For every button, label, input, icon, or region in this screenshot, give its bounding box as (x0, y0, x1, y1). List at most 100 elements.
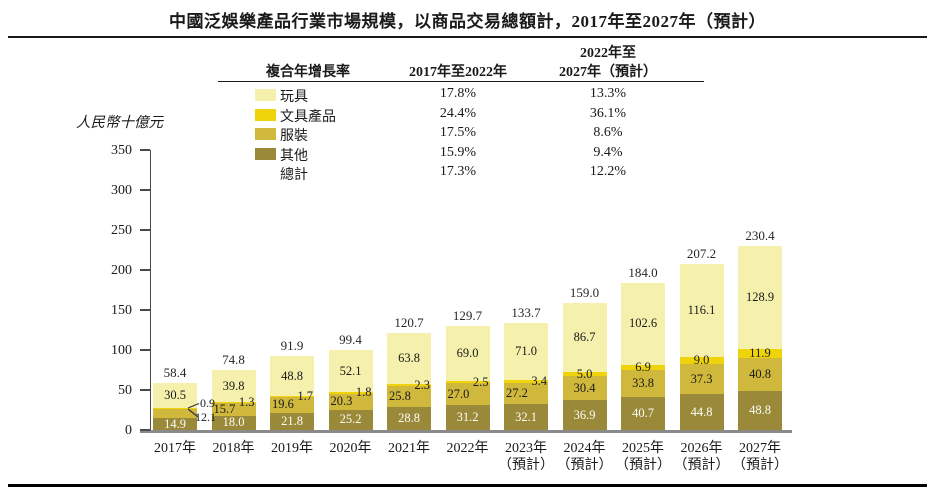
cagr-value-2017-2022: 17.8% (439, 86, 477, 101)
x-category-note: （預計） (498, 458, 554, 473)
legend-swatch (255, 128, 276, 141)
x-category-year: 2020年 (329, 441, 372, 456)
bar-total-label: 133.7 (511, 305, 541, 321)
x-category-label: 2024年 （預計） (546, 440, 624, 474)
x-category-year: 2026年 (680, 441, 723, 456)
cagr-row: 服裝 17.5% 8.6% (218, 125, 704, 144)
segment-value-label: 28.8 (398, 410, 420, 425)
cagr-header-col2: 2017年至2022年 (409, 65, 507, 80)
bar-group: 74.8 18.0 15.7 1.3 39.8 (211, 150, 256, 430)
bar-segment-服裝 (738, 358, 782, 391)
cagr-row-label: 服裝 (280, 129, 308, 145)
bar-segment-服裝 (387, 386, 431, 407)
x-category-label: 2020年 (312, 440, 390, 457)
bar-total-label: 58.4 (163, 365, 187, 381)
x-category-label: 2027年 （預計） (721, 440, 799, 474)
cagr-header-col1: 複合年增長率 (266, 65, 350, 80)
bar-total-label: 184.0 (628, 264, 658, 280)
segment-value-label: 40.7 (632, 406, 654, 421)
segment-value-label: 2.3 (414, 377, 430, 392)
bar-segment-其他 (387, 406, 431, 430)
legend-swatch (255, 108, 276, 121)
bar-segment-文具產品 (679, 357, 724, 365)
bar-segment-玩具 (387, 333, 431, 385)
cagr-row-label: 總計 (280, 168, 308, 184)
bar-segment-服裝 (621, 370, 665, 398)
x-category-year: 2027年 (739, 441, 781, 456)
x-category-year: 2021年 (388, 441, 430, 456)
bar-segment-其他 (738, 390, 782, 430)
bar-segment-其他 (445, 405, 490, 430)
bar-segment-服裝 (445, 383, 490, 406)
y-tick (140, 389, 150, 391)
bar-group: 230.4 48.8 40.8 11.9 128.9 (738, 150, 782, 430)
cagr-header-col3-line1: 2022年至 (580, 46, 636, 61)
segment-value-label: 15.7 (213, 401, 236, 416)
bar-segment-其他 (153, 418, 197, 430)
bar-group: 129.7 31.2 27.0 2.5 69.0 (445, 150, 490, 430)
bar-group: 133.7 32.1 27.2 3.4 71.0 (504, 150, 548, 430)
cagr-value-2017-2022: 17.3% (439, 164, 477, 180)
x-category-label: 2022年 (429, 440, 507, 457)
x-category-year: 2018年 (212, 441, 255, 456)
segment-value-label: 69.0 (456, 346, 479, 361)
segment-value-label: 20.3 (330, 394, 353, 409)
x-category-year: 2023年 (505, 441, 547, 456)
bar-segment-文具產品 (738, 348, 782, 359)
y-tick-label: 250 (111, 222, 132, 238)
bar-total-label: 207.2 (686, 246, 717, 262)
y-axis-unit-label: 人民幣十億元 (76, 115, 163, 131)
segment-value-label: 14.9 (164, 416, 186, 431)
cagr-value-2022-2027: 36.1% (589, 105, 627, 121)
x-category-note: （預計） (732, 458, 788, 473)
x-category-label: 2026年 （預計） (663, 440, 741, 474)
y-tick (140, 349, 150, 351)
bar-segment-文具產品 (153, 407, 197, 409)
y-tick (140, 429, 150, 431)
callout-label-stationery: 0.9 (200, 396, 215, 410)
bar-segment-文具產品 (562, 372, 607, 377)
bottom-divider (8, 484, 927, 487)
y-tick (140, 189, 150, 191)
segment-value-label: 9.0 (693, 353, 710, 368)
segment-value-label: 11.9 (749, 346, 771, 361)
segment-value-label: 1.7 (297, 388, 313, 403)
segment-value-label: 1.3 (238, 395, 255, 410)
segment-value-label: 30.5 (164, 387, 186, 402)
bar-group: 91.9 21.8 19.6 1.7 48.8 (270, 150, 314, 430)
bar-segment-文具產品 (621, 364, 665, 371)
y-tick-label: 350 (111, 142, 132, 158)
segment-value-label: 2.5 (472, 374, 489, 389)
bar-segment-玩具 (679, 264, 724, 358)
bar-total-label: 91.9 (280, 338, 304, 354)
bar-group: 207.2 44.8 37.3 9.0 116.1 (679, 150, 724, 430)
segment-value-label: 25.2 (339, 412, 362, 427)
bar-segment-文具產品 (387, 384, 431, 387)
bar-group: 120.7 28.8 25.8 2.3 63.8 (387, 150, 431, 430)
segment-value-label: 48.8 (281, 368, 303, 383)
bar-segment-服裝 (562, 376, 607, 401)
callout-label-apparel: 12.1 (195, 410, 216, 424)
legend-swatch (255, 147, 276, 160)
bar-group: 184.0 40.7 33.8 6.9 102.6 (621, 150, 665, 430)
segment-value-label: 27.0 (447, 386, 470, 401)
segment-value-label: 5.0 (576, 366, 593, 381)
bar-segment-其他 (621, 397, 665, 430)
bar-segment-文具產品 (211, 402, 256, 404)
bar-segment-服裝 (328, 393, 373, 410)
segment-value-label: 21.8 (281, 413, 303, 428)
bar-segment-其他 (679, 394, 724, 430)
bar-segment-服裝 (153, 408, 197, 419)
bar-total-label: 120.7 (394, 315, 424, 331)
bar-segment-玩具 (328, 350, 373, 393)
y-tick-label: 50 (118, 382, 132, 398)
cagr-value-2017-2022: 17.5% (439, 125, 477, 141)
bar-segment-服裝 (211, 403, 256, 416)
x-category-label: 2018年 (195, 440, 273, 457)
segment-value-label: 3.4 (531, 373, 547, 388)
segment-value-label: 33.8 (632, 376, 654, 391)
cagr-row-label: 文具產品 (280, 109, 336, 125)
x-category-year: 2025年 (622, 441, 664, 456)
segment-value-label: 30.4 (573, 380, 596, 395)
